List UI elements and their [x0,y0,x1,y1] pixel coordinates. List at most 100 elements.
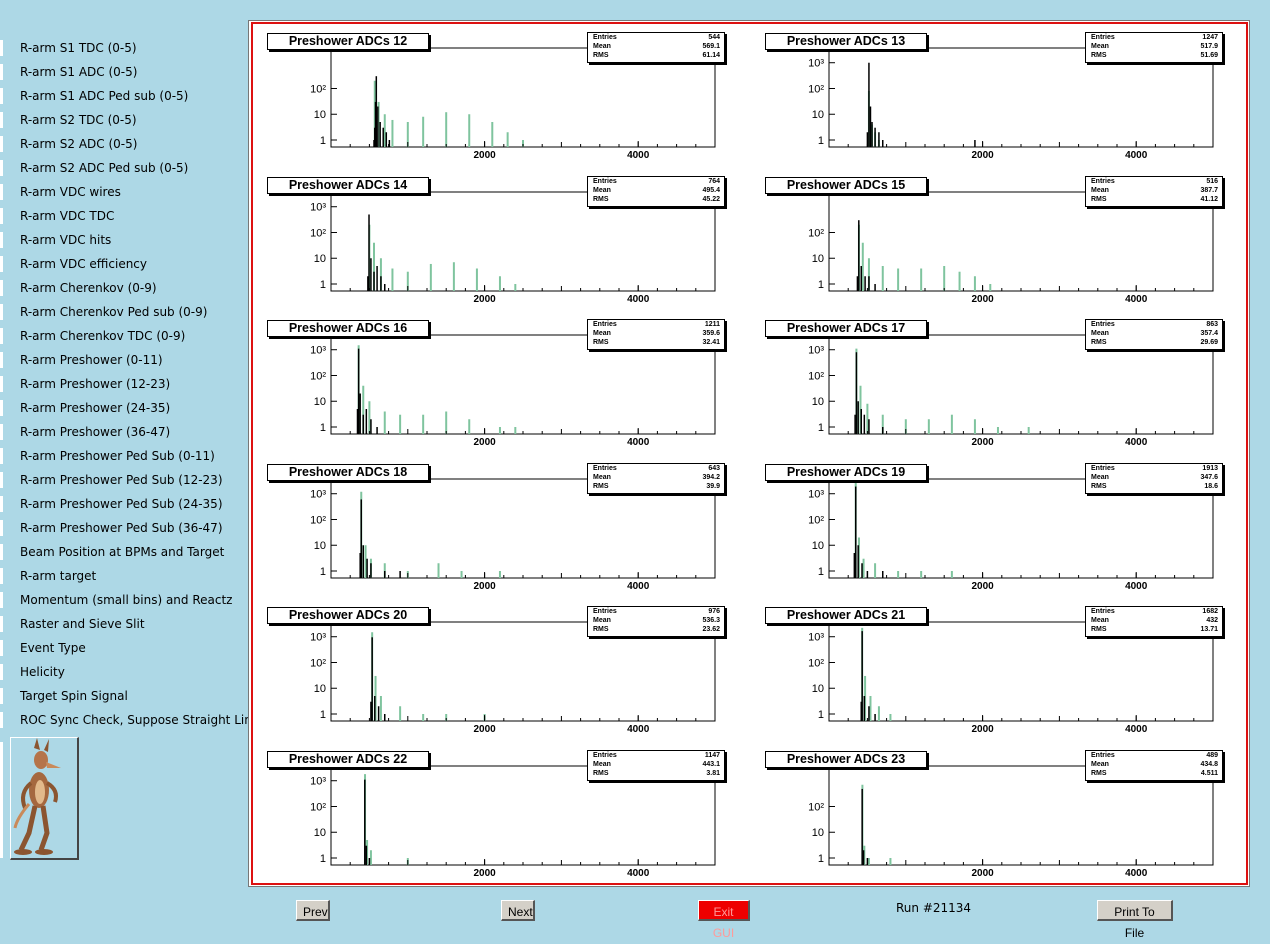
y-tick-label: 10² [808,370,824,382]
menu-item-cherenkov[interactable]: R-arm Cherenkov (0-9) [0,276,258,300]
y-tick-label: 10² [310,227,326,239]
stats-row-rms: RMS 29.69 [1086,338,1222,347]
menu-item-cherenkov-tdc[interactable]: R-arm Cherenkov TDC (0-9) [0,324,258,348]
stats-row-rms: RMS 23.62 [588,625,724,634]
menu-item-s2-tdc[interactable]: R-arm S2 TDC (0-5) [0,108,258,132]
menu-item-beam-position[interactable]: Beam Position at BPMs and Target [0,540,258,564]
histogram-pad: 1 10 10² 10³ 2000 4000 Preshower ADCs 13 Entrie… [751,24,1231,168]
y-tick-label: 10 [812,253,824,265]
y-tick-label: 10³ [310,201,326,213]
y-tick-label: 10² [808,657,824,669]
stats-label: RMS [593,482,609,490]
x-tick-label: 2000 [971,724,994,735]
stats-value: 536.3 [702,617,720,624]
stats-row-mean: Mean 536.3 [588,616,724,625]
histogram-title: Preshower ADCs 21 [765,607,927,624]
stats-label: Mean [1091,473,1109,481]
histogram-title: Preshower ADCs 20 [267,607,429,624]
histogram-pad: 1 10 10² 10³ 2000 4000 Preshower ADCs 18 Entrie… [253,455,733,599]
stats-value: 443.1 [702,760,720,768]
stats-box: Entries 764 Mean 495.4 RMS 45.22 [587,175,725,207]
histogram-menu: R-arm S1 TDC (0-5) R-arm S1 ADC (0-5) R-… [0,36,265,732]
histogram-pad: 1 10 10² 10³ 2000 4000 Preshower ADCs 19 Entrie… [751,455,1231,599]
stats-row-entries: Entries 489 [1086,751,1222,760]
menu-item-s1-adc[interactable]: R-arm S1 ADC (0-5) [0,60,258,84]
x-tick-label: 4000 [627,724,650,735]
stats-box: Entries 516 Mean 387.7 RMS 41.12 [1085,175,1223,207]
menu-item-s1-tdc[interactable]: R-arm S1 TDC (0-5) [0,36,258,60]
stats-row-entries: Entries 1247 [1086,33,1222,42]
menu-item-vdc-hits[interactable]: R-arm VDC hits [0,228,258,252]
histogram-plot: 1 10 10² 2000 4000 [310,47,716,161]
menu-item-preshower-ped-sub-0-11[interactable]: R-arm Preshower Ped Sub (0-11) [0,444,258,468]
histogram-pad: 1 10 10² 10³ 2000 4000 Preshower ADCs 21 Entrie… [751,598,1231,742]
stats-row-entries: Entries 1147 [588,751,724,760]
menu-item-event-type[interactable]: Event Type [0,636,258,660]
menu-item-cherenkov-ped-sub[interactable]: R-arm Cherenkov Ped sub (0-9) [0,300,258,324]
stats-row-mean: Mean 569.1 [588,42,724,51]
stats-value: 394.2 [702,473,720,481]
stats-value: 41.12 [1200,195,1218,203]
exit-gui-button[interactable]: Exit GUI [698,900,750,940]
histogram-plot: 1 10 10² 2000 4000 [808,191,1214,305]
x-tick-label: 2000 [473,294,496,305]
stats-row-entries: Entries 516 [1086,177,1222,186]
menu-item-raster-sieve[interactable]: Raster and Sieve Slit [0,612,258,636]
stats-box: Entries 863 Mean 357.4 RMS 29.69 [1085,319,1223,350]
y-tick-label: 10 [314,396,326,408]
histogram-title: Preshower ADCs 22 [267,750,429,768]
stats-label: RMS [593,339,609,346]
stats-row-mean: Mean 394.2 [588,473,724,482]
y-tick-label: 10² [808,801,824,813]
prev-button[interactable]: Prev [296,900,330,921]
histogram-plot: 1 10 10² 10³ 2000 4000 [310,621,716,735]
stats-value: 18.6 [1204,482,1218,490]
stats-row-mean: Mean 443.1 [588,760,724,769]
histogram-title: Preshower ADCs 12 [267,33,429,50]
stats-label: RMS [1091,339,1107,346]
menu-item-s2-adc[interactable]: R-arm S2 ADC (0-5) [0,132,258,156]
y-tick-label: 1 [818,709,824,721]
menu-item-s2-adc-ped-sub[interactable]: R-arm S2 ADC Ped sub (0-5) [0,156,258,180]
menu-item-target-spin[interactable]: Target Spin Signal [0,684,258,708]
menu-item-preshower-24-35[interactable]: R-arm Preshower (24-35) [0,396,258,420]
x-tick-label: 4000 [627,581,650,592]
stats-value: 359.6 [702,330,720,337]
menu-item-momentum-reactz[interactable]: Momentum (small bins) and Reactz [0,588,258,612]
menu-item-target[interactable]: R-arm target [0,564,258,588]
menu-item-vdc-wires[interactable]: R-arm VDC wires [0,180,258,204]
menu-item-roc-sync[interactable]: ROC Sync Check, Suppose Straight Lines [0,708,265,732]
histogram-plot: 1 10 10² 10³ 2000 4000 [808,621,1214,735]
stats-box: Entries 976 Mean 536.3 RMS 23.62 [587,606,725,637]
histogram-pad: 1 10 10² 10³ 2000 4000 Preshower ADCs 20 Entrie… [253,598,733,742]
print-to-file-button[interactable]: Print To File [1097,900,1173,940]
stats-row-rms: RMS 45.22 [588,195,724,204]
x-tick-label: 4000 [1125,868,1148,879]
x-tick-label: 4000 [627,150,650,161]
menu-item-preshower-0-11[interactable]: R-arm Preshower (0-11) [0,348,258,372]
menu-item-helicity[interactable]: Helicity [0,660,258,684]
menu-item-preshower-ped-sub-36-47[interactable]: R-arm Preshower Ped Sub (36-47) [0,516,258,540]
stats-value: 347.6 [1200,473,1218,481]
menu-item-vdc-efficiency[interactable]: R-arm VDC efficiency [0,252,258,276]
y-tick-label: 10³ [808,488,824,500]
stats-row-mean: Mean 495.4 [588,186,724,195]
histogram-title: Preshower ADCs 13 [765,33,927,50]
stats-row-rms: RMS 39.9 [588,482,724,491]
stats-value: 764 [708,177,720,185]
menu-item-preshower-36-47[interactable]: R-arm Preshower (36-47) [0,420,258,444]
stats-value: 32.41 [702,339,720,346]
menu-item-preshower-ped-sub-24-35[interactable]: R-arm Preshower Ped Sub (24-35) [0,492,258,516]
histogram-plot: 1 10 10² 2000 4000 [808,765,1214,879]
stats-value: 495.4 [702,186,720,194]
menu-item-preshower-12-23[interactable]: R-arm Preshower (12-23) [0,372,258,396]
y-tick-label: 10² [808,514,824,526]
stats-row-mean: Mean 359.6 [588,329,724,338]
x-tick-label: 4000 [627,294,650,305]
stats-box: Entries 544 Mean 569.1 RMS 61.14 [587,32,725,63]
menu-item-preshower-ped-sub-12-23[interactable]: R-arm Preshower Ped Sub (12-23) [0,468,258,492]
menu-item-s1-adc-ped-sub[interactable]: R-arm S1 ADC Ped sub (0-5) [0,84,258,108]
menu-item-vdc-tdc[interactable]: R-arm VDC TDC [0,204,258,228]
next-button[interactable]: Next [501,900,535,921]
stats-label: Mean [593,330,611,337]
